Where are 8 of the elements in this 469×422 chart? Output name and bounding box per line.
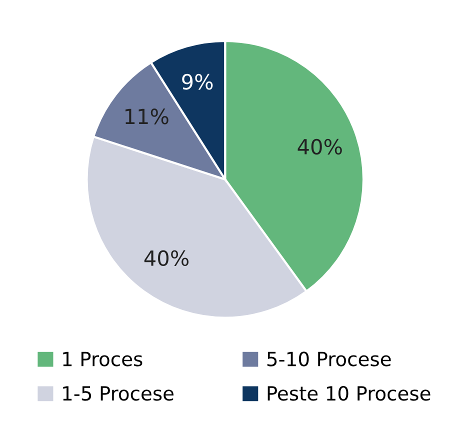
data-label: 9% (182, 74, 213, 90)
data-label: 11% (126, 108, 168, 124)
legend-label: 1 Proces (63, 352, 142, 366)
data-label: 40% (144, 250, 189, 266)
data-label: 40% (298, 138, 342, 155)
legend-label: Peste 10 Procese (268, 386, 430, 401)
legend-label: 1-5 Procese (63, 386, 174, 401)
legend-label: 5-10 Procese (267, 352, 391, 366)
